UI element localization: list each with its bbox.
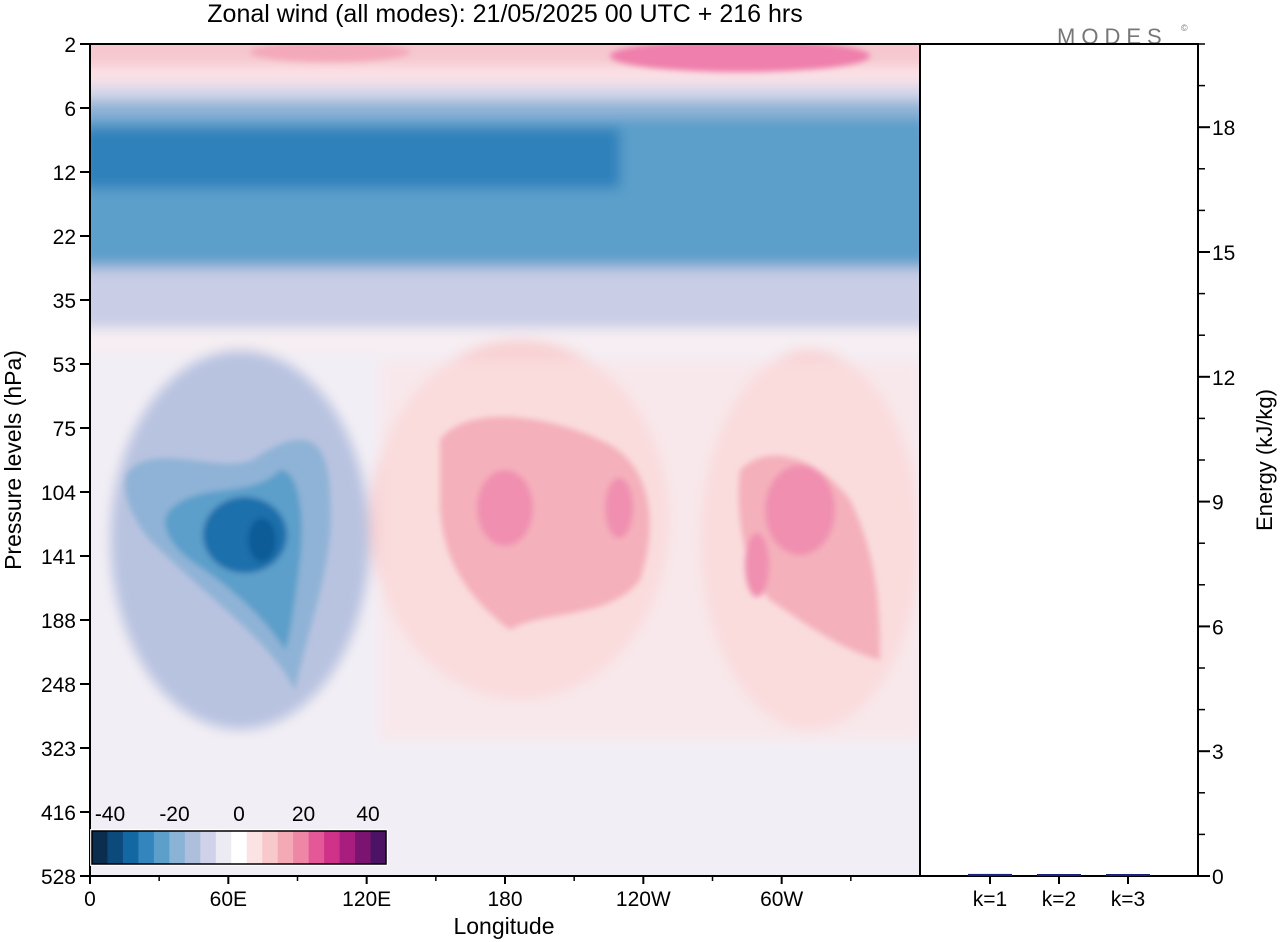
y-tick-label: 188 xyxy=(41,610,76,633)
colorbar-swatch xyxy=(355,831,371,864)
heatmap-field xyxy=(90,44,920,876)
y-tick-label: 12 xyxy=(53,162,76,185)
x-tick-label: 60E xyxy=(210,888,247,911)
copyright-mark: © xyxy=(1181,23,1188,33)
band-easterly-inner xyxy=(90,128,620,188)
energy-tick-label: 0 xyxy=(1212,866,1224,889)
energy-tick-label: 12 xyxy=(1212,367,1235,390)
y-tick-label: 53 xyxy=(53,354,76,377)
y-tick-label: 248 xyxy=(41,674,76,697)
energy-tick-label: 3 xyxy=(1212,741,1224,764)
colorbar-swatch xyxy=(262,831,279,864)
y-axis-label: Pressure levels (hPa) xyxy=(0,350,26,570)
colorbar-swatch xyxy=(107,831,124,864)
chart-title: Zonal wind (all modes): 21/05/2025 00 UT… xyxy=(207,0,802,28)
y-tick-label: 323 xyxy=(41,738,76,761)
colorbar-swatch xyxy=(122,831,139,864)
energy-tick-label: 18 xyxy=(1212,117,1235,140)
energy-bar-k=2 xyxy=(1037,874,1081,876)
y-tick-label: 2 xyxy=(64,34,76,57)
contour-easterly-center xyxy=(248,518,276,562)
colorbar-swatch xyxy=(308,831,325,864)
energy-bar-k=3 xyxy=(1106,874,1150,876)
contour-westerly-mid xyxy=(440,416,650,630)
y-tick-label: 35 xyxy=(53,290,76,313)
x-axis-label: Longitude xyxy=(453,913,554,939)
band-fade xyxy=(90,270,920,328)
energy-axis: 0 3 6 9 12 15 18 xyxy=(1198,43,1235,889)
x-tick-label: 0 xyxy=(84,888,96,911)
colorbar-swatch xyxy=(169,831,186,864)
x-tick-label: 120W xyxy=(616,888,671,911)
x-axis: 0 60E 120E 180 120W 60W xyxy=(84,876,852,911)
colorbar-swatch xyxy=(215,831,232,864)
colorbar-swatch xyxy=(293,831,310,864)
energy-bars: k=1 k=2 k=3 xyxy=(968,873,1150,911)
energy-category-label: k=1 xyxy=(973,888,1007,911)
y-tick-label: 416 xyxy=(41,802,76,825)
energy-bar-k=1 xyxy=(968,873,1012,876)
contour-pink-patches xyxy=(610,44,870,72)
y-tick-label: 528 xyxy=(41,866,76,889)
band-transition xyxy=(90,84,920,100)
colorbar-swatch xyxy=(277,831,294,864)
y-tick-label: 6 xyxy=(64,98,76,121)
y-tick-label: 104 xyxy=(41,482,76,505)
colorbar-swatch xyxy=(184,831,201,864)
energy-category-label: k=3 xyxy=(1111,888,1145,911)
y-tick-label: 75 xyxy=(53,418,76,441)
y-tick-label: 22 xyxy=(53,226,76,249)
contour-westerly-core-c xyxy=(765,465,835,555)
colorbar-tick-label: 40 xyxy=(356,803,379,826)
contour-westerly-core-b xyxy=(605,478,633,538)
contour-pink-left xyxy=(250,44,410,62)
contour-westerly-core-a xyxy=(477,470,533,546)
colorbar-swatch xyxy=(324,831,340,864)
x-tick-label: 60W xyxy=(760,888,803,911)
colorbar-swatch xyxy=(339,831,356,864)
colorbar-swatch xyxy=(200,831,217,864)
colorbar-tick-label: 20 xyxy=(292,803,315,826)
colorbar-swatch xyxy=(246,831,263,864)
energy-axis-label: Energy (kJ/kg) xyxy=(1252,389,1277,531)
colorbar-tick-label: -20 xyxy=(159,803,189,826)
energy-tick-label: 9 xyxy=(1212,492,1224,515)
right-panel-frame xyxy=(919,43,1199,877)
colorbar-swatch xyxy=(138,831,155,864)
energy-tick-label: 15 xyxy=(1212,242,1235,265)
y-axis: 2 6 12 22 35 53 75 104 141 188 248 323 416 528 xyxy=(41,34,90,889)
energy-tick-label: 6 xyxy=(1212,616,1224,639)
x-tick-label: 180 xyxy=(487,888,522,911)
energy-category-label: k=2 xyxy=(1042,888,1076,911)
colorbar-tick-label: -40 xyxy=(95,803,125,826)
colorbar: -40 -20 0 20 40 xyxy=(90,803,388,866)
colorbar-swatch xyxy=(370,831,387,864)
colorbar-swatch xyxy=(92,831,108,864)
colorbar-swatch xyxy=(231,831,248,864)
colorbar-swatch xyxy=(153,831,170,864)
contour-westerly-core-d xyxy=(745,533,769,597)
y-tick-label: 141 xyxy=(41,546,76,569)
colorbar-frame xyxy=(91,830,387,865)
colorbar-tick-label: 0 xyxy=(233,803,245,826)
x-tick-label: 120E xyxy=(342,888,391,911)
